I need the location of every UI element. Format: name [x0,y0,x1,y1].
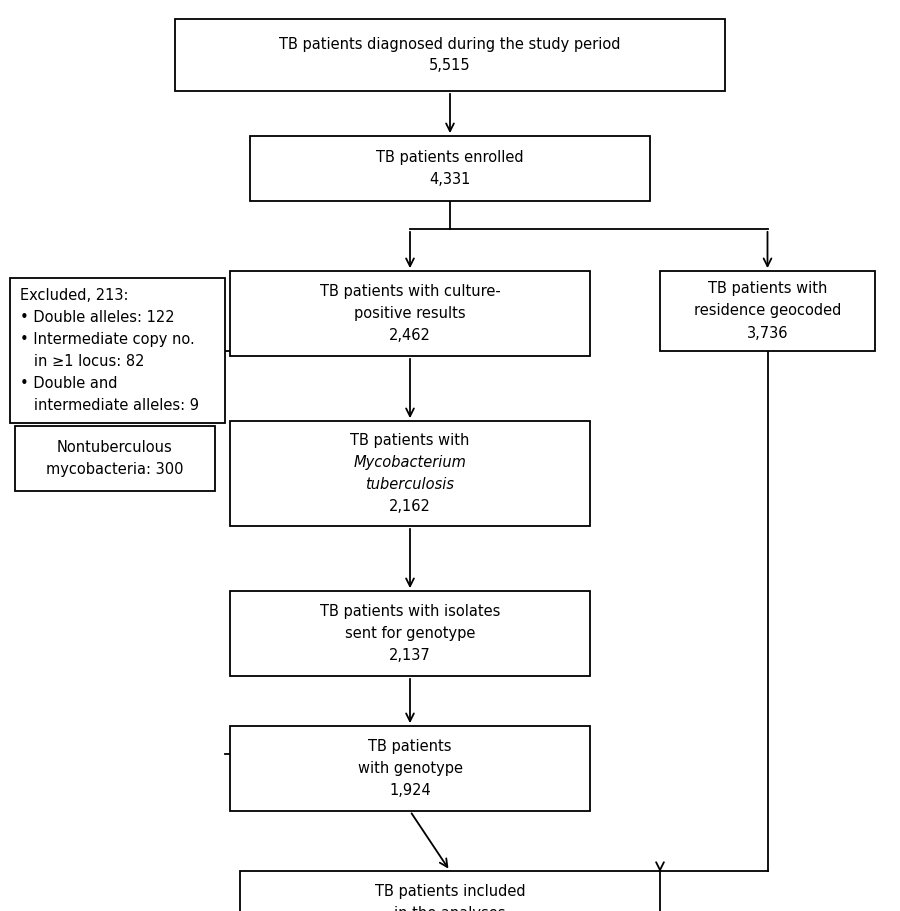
FancyBboxPatch shape [240,871,660,911]
Text: residence geocoded: residence geocoded [694,303,842,319]
Text: 1,924: 1,924 [389,783,431,798]
Text: Excluded, 213:: Excluded, 213: [20,288,129,303]
Text: with genotype: with genotype [357,761,463,776]
FancyBboxPatch shape [230,271,590,356]
FancyBboxPatch shape [230,726,590,811]
Text: 4,331: 4,331 [429,172,471,187]
Text: mycobacteria: 300: mycobacteria: 300 [46,462,184,477]
Text: 2,462: 2,462 [389,328,431,343]
FancyBboxPatch shape [230,421,590,526]
Text: sent for genotype: sent for genotype [345,626,475,641]
Text: Nontuberculous: Nontuberculous [57,440,173,455]
Text: • Intermediate copy no.: • Intermediate copy no. [20,332,194,347]
Text: TB patients diagnosed during the study period: TB patients diagnosed during the study p… [279,36,621,52]
Text: TB patients included: TB patients included [374,884,526,899]
Text: intermediate alleles: 9: intermediate alleles: 9 [20,398,199,413]
Text: TB patients: TB patients [368,739,452,754]
FancyBboxPatch shape [660,271,875,351]
Text: 3,736: 3,736 [747,325,788,341]
Text: • Double alleles: 122: • Double alleles: 122 [20,310,175,325]
Text: Mycobacterium: Mycobacterium [354,455,466,470]
Text: 2,162: 2,162 [389,499,431,514]
Text: positive results: positive results [355,306,466,321]
Text: • Double and: • Double and [20,376,118,391]
Text: TB patients enrolled: TB patients enrolled [376,150,524,165]
Text: TB patients with: TB patients with [707,281,827,296]
Text: TB patients with: TB patients with [350,433,470,448]
FancyBboxPatch shape [230,591,590,676]
FancyBboxPatch shape [175,19,725,91]
FancyBboxPatch shape [10,278,225,423]
Text: in ≥1 locus: 82: in ≥1 locus: 82 [20,354,145,369]
Text: TB patients with culture-: TB patients with culture- [320,284,500,299]
FancyBboxPatch shape [15,426,215,491]
Text: in the analyses: in the analyses [394,906,506,911]
Text: 2,137: 2,137 [389,648,431,663]
Text: TB patients with isolates: TB patients with isolates [320,604,500,619]
Text: 5,515: 5,515 [429,58,471,74]
Text: tuberculosis: tuberculosis [365,477,454,492]
FancyBboxPatch shape [250,136,650,201]
